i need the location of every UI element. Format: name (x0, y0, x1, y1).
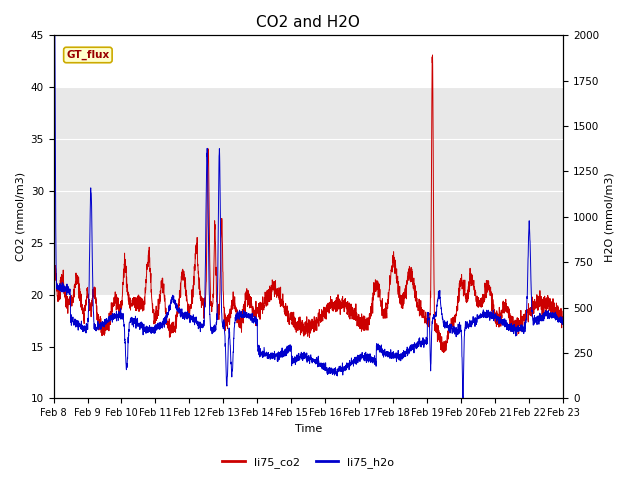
Y-axis label: CO2 (mmol/m3): CO2 (mmol/m3) (15, 172, 25, 262)
X-axis label: Time: Time (295, 424, 322, 433)
Legend: li75_co2, li75_h2o: li75_co2, li75_h2o (218, 453, 399, 473)
Title: CO2 and H2O: CO2 and H2O (257, 15, 360, 30)
Y-axis label: H2O (mmol/m3): H2O (mmol/m3) (605, 172, 615, 262)
Bar (54, 87, 563, 295)
Text: GT_flux: GT_flux (67, 50, 109, 60)
